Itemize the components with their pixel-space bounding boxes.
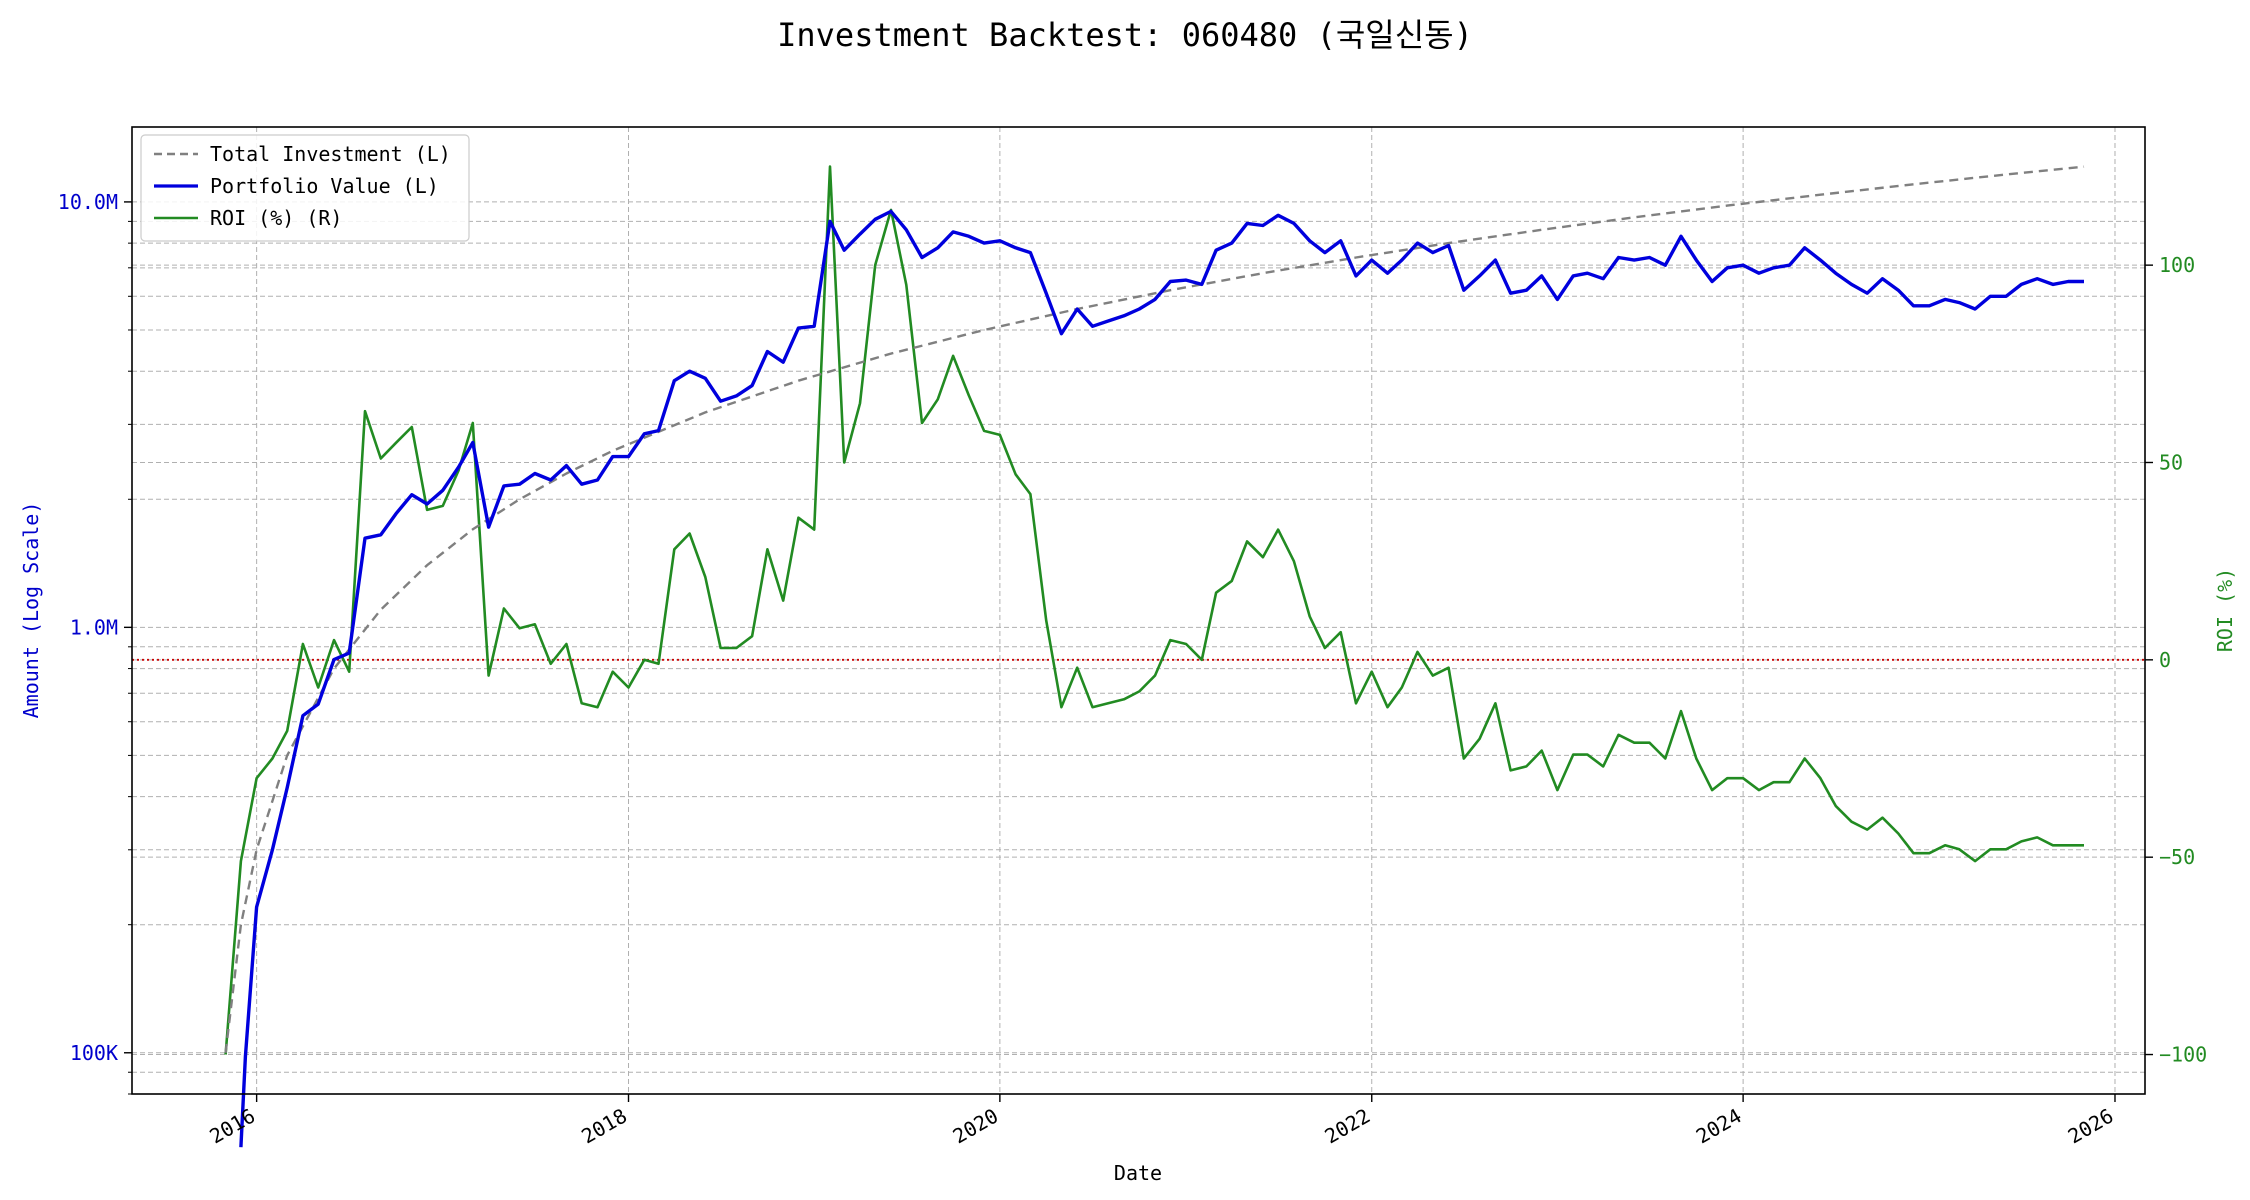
grid-lines bbox=[132, 127, 2145, 1095]
legend-box bbox=[140, 134, 470, 242]
x-tick-label: 2026 bbox=[2064, 1104, 2118, 1149]
y-right-tick-label: 100 bbox=[2159, 253, 2195, 277]
y-left-tick-label: 100K bbox=[70, 1041, 118, 1065]
x-axis-ticks: 2016 2018 2020 2022 2024 2026 bbox=[205, 1094, 2117, 1148]
x-tick-label: 2022 bbox=[1321, 1104, 1375, 1149]
chart-title: Investment Backtest: 060480 (국일신동) bbox=[777, 16, 1473, 54]
plot-frame bbox=[131, 126, 2146, 1095]
series-roi bbox=[224, 165, 2084, 1055]
y-left-tick-label: 1.0M bbox=[70, 615, 118, 639]
legend-label-total: Total Investment (L) bbox=[210, 142, 451, 166]
x-tick-label: 2024 bbox=[1692, 1104, 1746, 1149]
y-right-tick-label: 0 bbox=[2159, 648, 2171, 672]
legend-label-roi: ROI (%) (R) bbox=[210, 206, 342, 230]
legend-label-portfolio: Portfolio Value (L) bbox=[210, 174, 439, 198]
y-right-axis-ticks: −100 −50 0 50 100 bbox=[2145, 253, 2207, 1067]
series-portfolio-value bbox=[239, 209, 2084, 1148]
y-right-tick-label: −100 bbox=[2159, 1043, 2207, 1067]
y-left-tick-label: 10.0M bbox=[58, 190, 118, 214]
x-tick-label: 2020 bbox=[949, 1104, 1003, 1149]
x-axis-label: Date bbox=[1114, 1161, 1162, 1185]
y-right-tick-label: −50 bbox=[2159, 845, 2195, 869]
y-right-tick-label: 50 bbox=[2159, 450, 2183, 474]
y-right-axis-label: ROI (%) bbox=[2213, 568, 2237, 652]
x-tick-label: 2018 bbox=[577, 1104, 631, 1149]
x-tick-label: 2016 bbox=[205, 1104, 259, 1149]
y-left-axis-ticks: 100K 1.0M 10.0M bbox=[58, 190, 132, 1095]
legend: Total Investment (L) Portfolio Value (L)… bbox=[140, 134, 470, 242]
y-left-axis-label: Amount (Log Scale) bbox=[19, 502, 43, 719]
series-layer bbox=[224, 165, 2085, 1148]
